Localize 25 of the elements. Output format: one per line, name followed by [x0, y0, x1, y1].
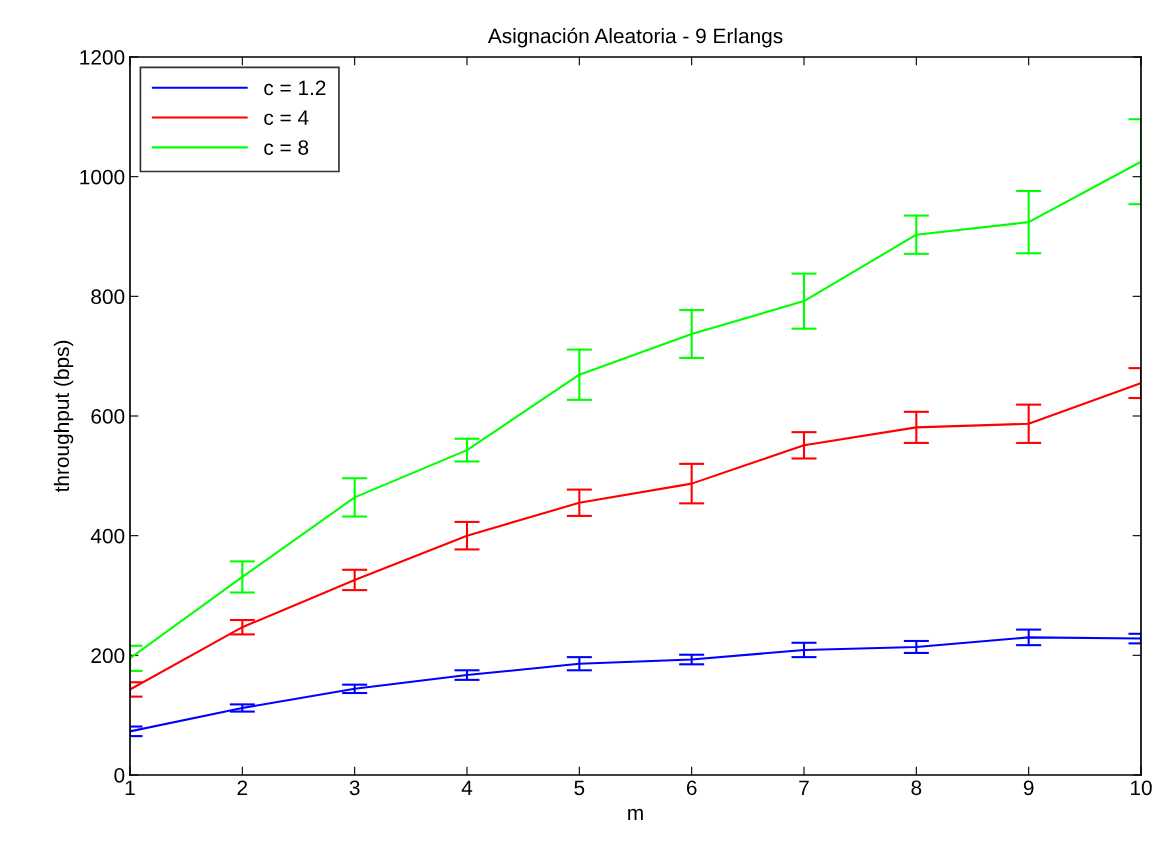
x-tick-label: 1	[125, 780, 135, 795]
y-tick-label: 600	[91, 409, 125, 424]
x-tick-label: 5	[574, 780, 585, 796]
x-tick-label: 3	[349, 780, 360, 796]
x-tick-label: 7	[799, 780, 809, 795]
legend-label: c = 1.2	[264, 80, 326, 96]
y-tick-label: 1200	[80, 50, 125, 65]
y-axis-title: throughput (bps)	[53, 340, 74, 493]
x-axis-title: m	[628, 808, 643, 820]
legend-label: c = 4	[264, 110, 309, 126]
x-tick-label: 9	[1023, 780, 1034, 796]
y-tick-label: 800	[91, 289, 125, 305]
legend-label: c = 8	[264, 140, 309, 155]
chart-title: Asignación Aleatoria - 9 Erlangs	[487, 27, 783, 48]
x-tick-label: 4	[461, 780, 473, 795]
line-series	[130, 160, 1141, 660]
line-series	[130, 382, 1141, 691]
y-tick-label: 0	[114, 768, 125, 783]
y-tick-label: 1000	[80, 169, 125, 185]
x-tick-label: 6	[686, 780, 697, 796]
x-tick-label: 10	[1131, 780, 1152, 796]
y-tick-label: 200	[91, 648, 125, 664]
x-tick-label: 8	[911, 780, 922, 796]
x-tick-label: 2	[237, 780, 248, 795]
y-tick-label: 400	[90, 528, 125, 544]
